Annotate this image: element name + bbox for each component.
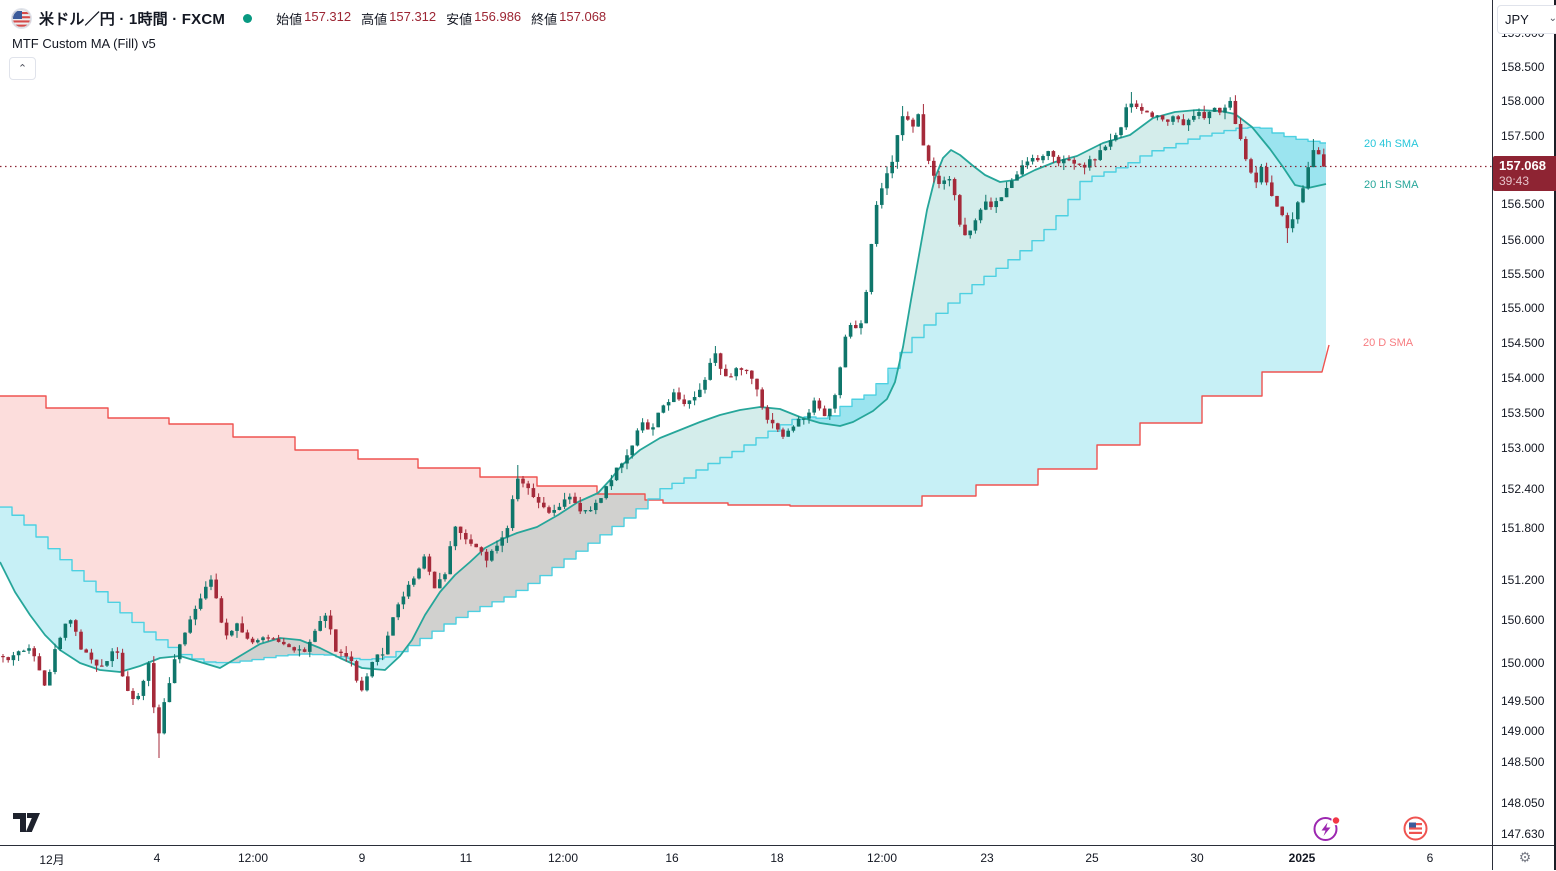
axis-settings-corner[interactable]: ⚙	[1492, 845, 1556, 870]
bar-countdown: 39:43	[1499, 174, 1530, 188]
last-price-badge: 157.068 39:43	[1493, 156, 1556, 191]
time-tick: 11	[459, 851, 473, 865]
window-edge	[1554, 0, 1556, 870]
tradingview-logo[interactable]	[13, 811, 41, 837]
time-tick: 12月	[39, 853, 65, 867]
ideas-stream-button[interactable]	[1312, 814, 1341, 843]
price-tick: 157.500	[1501, 129, 1545, 143]
ohlc-item: 始値 157.312	[276, 9, 351, 28]
currency-selector[interactable]: JPY ⌄	[1497, 5, 1556, 34]
price-tick: 150.000	[1501, 656, 1545, 670]
price-tick: 156.000	[1501, 233, 1545, 247]
price-tick: 149.000	[1501, 724, 1545, 738]
time-tick: 23	[980, 851, 994, 865]
ma-end-label: 20 1h SMA	[1364, 179, 1419, 191]
ma-end-label: 20 D SMA	[1363, 337, 1414, 349]
price-tick: 148.500	[1501, 755, 1545, 769]
time-tick: 25	[1085, 851, 1099, 865]
price-tick: 149.500	[1501, 694, 1545, 708]
chart-pane[interactable]: 20 4h SMA 20 1h SMA 20 D SMA	[0, 0, 1492, 845]
price-tick: 154.000	[1501, 371, 1545, 385]
ohlc-value: 157.068	[559, 9, 607, 24]
market-flag-button[interactable]	[1401, 814, 1430, 843]
ohlc-label: 安値	[446, 12, 473, 27]
last-price: 157.068	[1499, 158, 1546, 173]
price-tick: 152.400	[1501, 482, 1545, 496]
lightning-icon	[1321, 822, 1331, 836]
price-tick: 158.500	[1501, 60, 1545, 74]
price-tick: 147.630	[1501, 827, 1545, 841]
price-tick: 155.000	[1501, 301, 1545, 315]
chevron-up-icon: ⌃	[17, 63, 28, 75]
market-status-dot	[243, 14, 253, 23]
collapse-indicators-button[interactable]: ⌃	[9, 57, 36, 80]
chart-legend-header: 米ドル／円 · 1時間 · FXCM 始値 157.312 高値 157.312 安値 1…	[12, 8, 606, 29]
currency-label: JPY	[1505, 12, 1529, 27]
ohlc-value: 156.986	[474, 9, 522, 24]
time-tick: 9	[358, 851, 366, 865]
chevron-down-icon: ⌄	[1548, 12, 1556, 24]
ohlc-label: 高値	[361, 12, 388, 27]
candlestick-chart-canvas[interactable]	[0, 0, 1492, 845]
gear-icon[interactable]: ⚙	[1518, 849, 1532, 865]
time-tick: 16	[665, 851, 679, 865]
time-tick: 12:00	[866, 851, 898, 865]
ohlc-label: 始値	[276, 12, 303, 27]
time-tick: 30	[1190, 851, 1204, 865]
quick-action-buttons	[1312, 814, 1430, 843]
ohlc-item: 安値 156.986	[446, 9, 521, 28]
time-tick: 6	[1426, 851, 1434, 865]
us-flag-icon	[1409, 822, 1422, 834]
ohlc-label: 終値	[531, 12, 558, 27]
price-tick: 158.000	[1501, 94, 1545, 108]
price-tick: 153.500	[1501, 406, 1545, 420]
us-flag-icon	[12, 9, 31, 28]
time-tick: 2025	[1288, 851, 1316, 865]
price-tick: 155.500	[1501, 267, 1545, 281]
price-tick: 154.500	[1501, 336, 1545, 350]
ohlc-item: 高値 157.312	[361, 9, 436, 28]
symbol-title[interactable]: 米ドル／円 · 1時間 · FXCM	[39, 11, 226, 28]
ohlc-values-row: 始値 157.312 高値 157.312 安値 156.986 終値 157.068	[276, 9, 606, 28]
price-tick: 153.000	[1501, 441, 1545, 455]
time-tick: 12:00	[237, 851, 269, 865]
time-tick: 18	[770, 851, 784, 865]
ohlc-item: 終値 157.068	[531, 9, 606, 28]
time-tick: 12:00	[547, 851, 579, 865]
price-tick: 151.200	[1501, 573, 1545, 587]
notification-dot	[1331, 815, 1341, 826]
price-tick: 151.800	[1501, 521, 1545, 535]
ohlc-value: 157.312	[389, 9, 437, 24]
time-tick: 4	[153, 851, 161, 865]
price-tick: 156.500	[1501, 197, 1545, 211]
price-tick: 148.050	[1501, 796, 1545, 810]
indicator-name[interactable]: MTF Custom MA (Fill) v5	[12, 36, 156, 51]
ma-end-label: 20 4h SMA	[1364, 138, 1419, 150]
price-axis[interactable]: 159.000158.500158.000157.500156.500156.0…	[1492, 0, 1555, 845]
price-tick: 150.600	[1501, 613, 1545, 627]
time-axis[interactable]: 12月 4 12:00 9 11 12:00 16 18 12:00 23 25 30 2025 6	[0, 845, 1556, 871]
ohlc-value: 157.312	[304, 9, 352, 24]
